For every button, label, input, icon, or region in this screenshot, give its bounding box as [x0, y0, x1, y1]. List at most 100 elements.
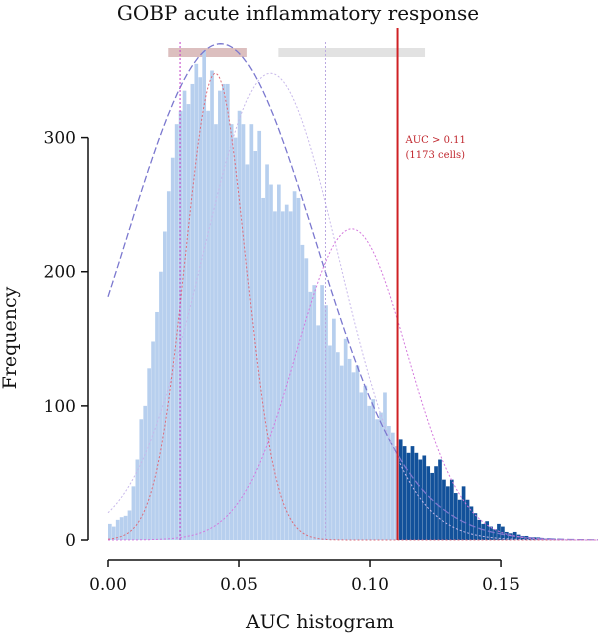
- histogram-bar: [233, 137, 238, 540]
- x-axis-label: AUC histogram: [245, 611, 394, 633]
- histogram-bar: [131, 486, 136, 540]
- x-tick-label: 0.10: [351, 575, 389, 595]
- histogram-bar: [438, 459, 442, 540]
- x-tick-label: 0.00: [89, 575, 127, 595]
- histogram-bar: [123, 515, 128, 540]
- histogram-bar: [225, 83, 230, 541]
- histogram-bar: [363, 385, 368, 540]
- histogram-bar: [402, 446, 407, 540]
- histogram-bar: [339, 365, 344, 540]
- histogram-bar: [430, 472, 434, 540]
- x-tick-label: 0.05: [220, 575, 258, 595]
- histogram-bar: [182, 90, 187, 541]
- histogram-bar: [304, 258, 309, 540]
- histogram-bar: [249, 124, 254, 540]
- histogram-bar: [406, 452, 411, 540]
- histogram-bar: [139, 419, 144, 540]
- histogram-bar: [493, 529, 497, 540]
- histogram-bar: [359, 392, 364, 540]
- histogram-bar: [190, 83, 195, 541]
- fitted-curve-3: [107, 72, 598, 541]
- histogram-bar: [453, 493, 458, 540]
- histogram-bar: [237, 110, 242, 541]
- histogram-bar: [371, 399, 376, 540]
- histogram-bar: [166, 191, 171, 540]
- histogram-bar: [288, 211, 293, 540]
- histogram-bar: [163, 231, 167, 540]
- histogram-bar: [159, 271, 163, 540]
- histogram-bar: [477, 519, 482, 540]
- histogram-bar: [375, 419, 379, 540]
- y-axis: 0 100 200 300: [44, 129, 89, 551]
- histogram-bar: [108, 523, 112, 540]
- x-axis: 0.00 0.05 0.10 0.15: [89, 559, 520, 595]
- histogram-bar: [504, 531, 509, 540]
- histogram-bar: [241, 124, 246, 540]
- fitted-curve-2: [107, 72, 598, 541]
- y-tick-label: 100: [44, 397, 76, 417]
- histogram-bar: [328, 345, 332, 540]
- histogram-bar: [316, 325, 320, 540]
- histogram-bar: [422, 455, 427, 540]
- histogram-bars: [108, 50, 556, 541]
- histogram-bar: [497, 523, 501, 540]
- histogram-bar: [280, 211, 285, 540]
- histogram-bar: [335, 352, 340, 540]
- histogram-bar: [508, 533, 513, 540]
- histogram-bar: [151, 341, 155, 540]
- histogram-bar: [115, 519, 120, 540]
- histogram-bar: [257, 130, 262, 541]
- histogram-bar: [489, 526, 493, 540]
- histogram-bar: [147, 368, 151, 540]
- histogram-bar: [351, 372, 356, 540]
- histogram-bar: [418, 459, 423, 540]
- y-tick-label: 200: [44, 263, 76, 283]
- histogram-bar: [296, 197, 301, 540]
- histogram-bar: [449, 479, 454, 540]
- histogram-bar: [383, 392, 387, 540]
- histogram-bar: [324, 305, 328, 540]
- histogram-bar: [253, 151, 258, 540]
- y-tick-label: 0: [65, 531, 76, 551]
- histogram-bar: [214, 124, 218, 540]
- histogram-bar: [367, 405, 372, 540]
- histogram-bar: [387, 425, 391, 540]
- histogram-bar: [265, 164, 269, 540]
- histogram-bar: [312, 285, 317, 540]
- histogram-bar: [186, 104, 191, 541]
- histogram-bar: [465, 499, 470, 540]
- histogram-bar: [269, 184, 273, 540]
- histogram-bar: [332, 318, 336, 540]
- histogram-bar: [461, 486, 466, 540]
- histogram-bar: [414, 452, 419, 540]
- fitted-curve-4: [108, 228, 598, 541]
- histogram-bar: [218, 90, 222, 541]
- histogram-bar: [178, 110, 183, 541]
- threshold-label-line1: AUC > 0.11: [405, 135, 466, 146]
- histogram-bar: [194, 63, 199, 541]
- top-range-bar-2: [278, 48, 426, 57]
- histogram-bar: [426, 466, 431, 540]
- top-range-bars: [168, 48, 426, 57]
- chart-title: GOBP acute inflammatory response: [117, 1, 479, 25]
- histogram-bar: [390, 432, 395, 540]
- y-axis-label: Frequency: [0, 286, 21, 389]
- fitted-curves: [107, 43, 598, 541]
- histogram-bar: [127, 510, 132, 540]
- histogram-bar: [398, 439, 403, 540]
- y-tick-label: 300: [44, 129, 76, 149]
- histogram-bar: [410, 446, 415, 540]
- top-range-bar-1: [168, 48, 247, 57]
- histogram-bar: [229, 124, 234, 540]
- histogram-bar: [292, 191, 297, 540]
- histogram-bar: [273, 211, 277, 540]
- histogram-bar: [111, 526, 116, 540]
- histogram-bar: [379, 412, 383, 540]
- histogram-bar: [143, 405, 148, 540]
- histogram-bar: [221, 83, 226, 541]
- histogram-bar: [277, 184, 281, 540]
- histogram-bar: [119, 517, 124, 540]
- histogram-bar: [485, 521, 490, 540]
- fitted-curve-1: [107, 43, 598, 541]
